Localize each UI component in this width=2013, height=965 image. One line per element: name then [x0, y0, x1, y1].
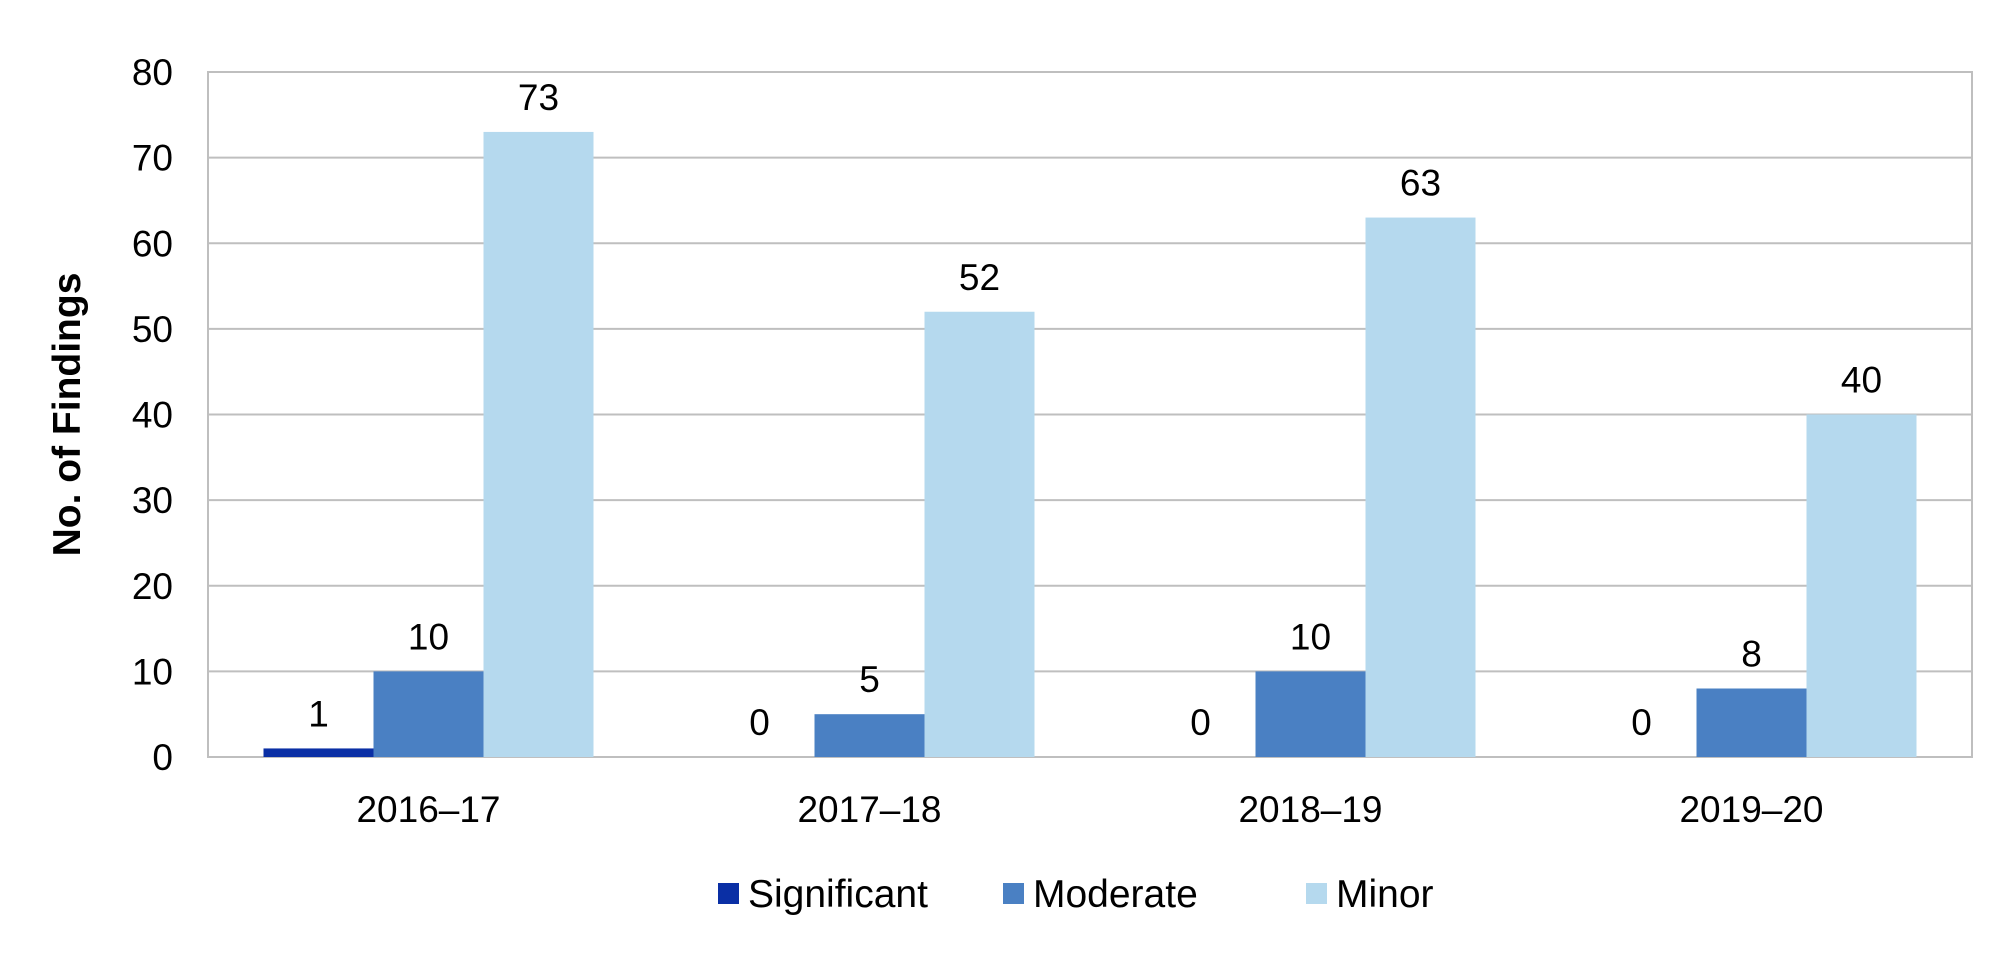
- bar-moderate: [1696, 688, 1807, 757]
- bar-minor: [924, 311, 1035, 757]
- legend-swatch-significant: [718, 883, 739, 904]
- y-tick-label: 0: [152, 737, 173, 778]
- data-label: 0: [1190, 702, 1211, 743]
- y-tick-label: 50: [132, 309, 173, 350]
- data-label: 10: [408, 616, 449, 657]
- bar-minor: [1806, 414, 1917, 757]
- bar-moderate: [1255, 671, 1366, 757]
- legend-label-minor: Minor: [1336, 873, 1434, 916]
- x-axis-ticks: 2016–17 2017–18 2018–19 2019–20: [356, 789, 1823, 830]
- data-label: 10: [1290, 616, 1331, 657]
- x-tick-label: 2016–17: [356, 789, 500, 830]
- y-tick-label: 30: [132, 480, 173, 521]
- legend-swatch-minor: [1306, 883, 1327, 904]
- bar-significant: [263, 748, 374, 757]
- y-tick-label: 60: [132, 223, 173, 264]
- y-axis-ticks: 0 10 20 30 40 50 60 70 80: [132, 52, 173, 778]
- data-label: 8: [1741, 634, 1762, 675]
- x-tick-label: 2018–19: [1238, 789, 1382, 830]
- x-tick-label: 2019–20: [1679, 789, 1823, 830]
- plot-area-frame: [207, 71, 1973, 758]
- data-label: 63: [1400, 163, 1441, 204]
- y-tick-label: 20: [132, 566, 173, 607]
- bar-moderate: [373, 671, 484, 757]
- data-label: 0: [749, 702, 770, 743]
- data-label: 40: [1841, 360, 1882, 401]
- data-label: 52: [959, 257, 1000, 298]
- legend-swatch-moderate: [1003, 883, 1024, 904]
- y-tick-label: 10: [132, 651, 173, 692]
- y-tick-label: 80: [132, 52, 173, 93]
- x-tick-label: 2017–18: [797, 789, 941, 830]
- y-tick-label: 40: [132, 395, 173, 436]
- gridlines: [208, 71, 1972, 758]
- bar-minor: [483, 131, 594, 757]
- data-label: 0: [1631, 702, 1652, 743]
- data-label: 1: [308, 693, 329, 734]
- y-tick-label: 70: [132, 138, 173, 179]
- bar-minor: [1365, 217, 1476, 757]
- data-label: 73: [518, 77, 559, 118]
- y-axis-label: No. of Findings: [46, 273, 89, 557]
- legend-label-significant: Significant: [748, 873, 928, 916]
- legend: Significant Moderate Minor: [718, 873, 1434, 916]
- bars-group: [263, 131, 1917, 757]
- legend-label-moderate: Moderate: [1033, 873, 1198, 916]
- data-labels-group: 1 10 73 0 5 52 0 10 63 0 8 40: [308, 77, 1882, 743]
- data-label: 5: [859, 659, 880, 700]
- bar-moderate: [814, 714, 925, 757]
